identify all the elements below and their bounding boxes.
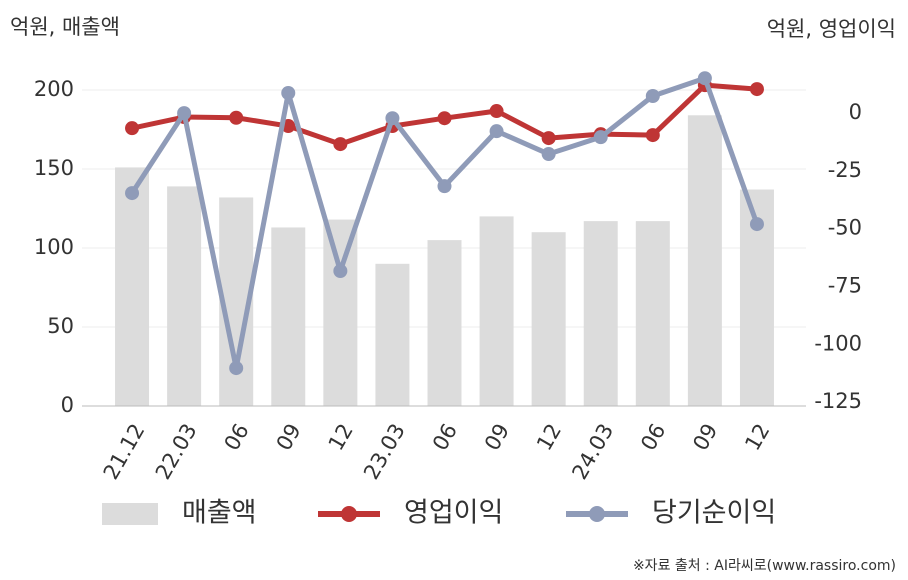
- bar: [635, 221, 670, 406]
- y-tick-label: 100: [34, 235, 74, 259]
- y-tick-label: 150: [34, 156, 74, 180]
- x-tick-label: 23.03: [359, 420, 410, 484]
- x-tick-label: 12: [532, 420, 566, 455]
- point: [385, 111, 400, 126]
- source: ※자료 출처 : AI라씨로(www.rassiro.com): [633, 558, 896, 574]
- bar: [323, 219, 358, 406]
- bar: [167, 186, 202, 406]
- y2-tick-label: -50: [828, 216, 862, 240]
- point: [177, 106, 192, 121]
- bar: [687, 115, 722, 406]
- x-tick-label: 06: [428, 420, 462, 455]
- bar: [271, 227, 306, 406]
- bar: [375, 263, 410, 406]
- x-tick-label: 06: [220, 420, 254, 455]
- point: [125, 121, 140, 136]
- point: [333, 264, 348, 279]
- point: [437, 179, 452, 194]
- point: [645, 128, 660, 143]
- point: [593, 130, 608, 145]
- bar: [427, 240, 462, 406]
- point: [125, 186, 140, 201]
- legend-marker: [341, 506, 357, 522]
- legend-label: 영업이익: [404, 498, 503, 529]
- point: [749, 82, 764, 97]
- x-tick-label: 22.03: [151, 420, 202, 484]
- left-axis-label: 억원, 매출액: [10, 15, 120, 39]
- bar: [479, 216, 514, 406]
- x-tick-label: 09: [272, 420, 306, 455]
- x-tick-label: 09: [480, 420, 514, 455]
- bar: [115, 167, 150, 406]
- point: [229, 361, 244, 376]
- point: [489, 104, 504, 119]
- y-tick-label: 50: [47, 314, 74, 338]
- bar: [583, 221, 618, 406]
- y2-tick-label: -125: [814, 389, 862, 413]
- legend-label: 매출액: [182, 498, 257, 529]
- y2-tick-label: -100: [814, 331, 862, 355]
- point: [541, 131, 556, 146]
- legend-label: 당기순이익: [652, 498, 776, 529]
- y2-tick-label: 0: [849, 100, 862, 124]
- point: [281, 86, 296, 101]
- point: [437, 111, 452, 126]
- point: [749, 217, 764, 232]
- point: [333, 137, 348, 152]
- point: [697, 71, 712, 86]
- point: [541, 147, 556, 162]
- bar: [531, 232, 566, 406]
- x-tick-label: 24.03: [567, 420, 618, 484]
- point: [645, 89, 660, 104]
- point: [489, 124, 504, 139]
- right-axis-label: 억원, 영업이익: [767, 17, 896, 41]
- y-tick-label: 0: [61, 393, 74, 417]
- x-tick-label: 21.12: [99, 420, 150, 484]
- legend-swatch: [102, 503, 158, 525]
- point: [229, 110, 244, 125]
- x-tick-label: 12: [324, 420, 358, 455]
- y2-tick-label: -75: [828, 273, 862, 297]
- x-tick-label: 12: [740, 420, 774, 455]
- x-tick-label: 06: [636, 420, 670, 455]
- y-tick-label: 200: [34, 77, 74, 101]
- x-tick-label: 09: [688, 420, 722, 455]
- y2-tick-label: -25: [828, 158, 862, 182]
- legend-marker: [589, 506, 605, 522]
